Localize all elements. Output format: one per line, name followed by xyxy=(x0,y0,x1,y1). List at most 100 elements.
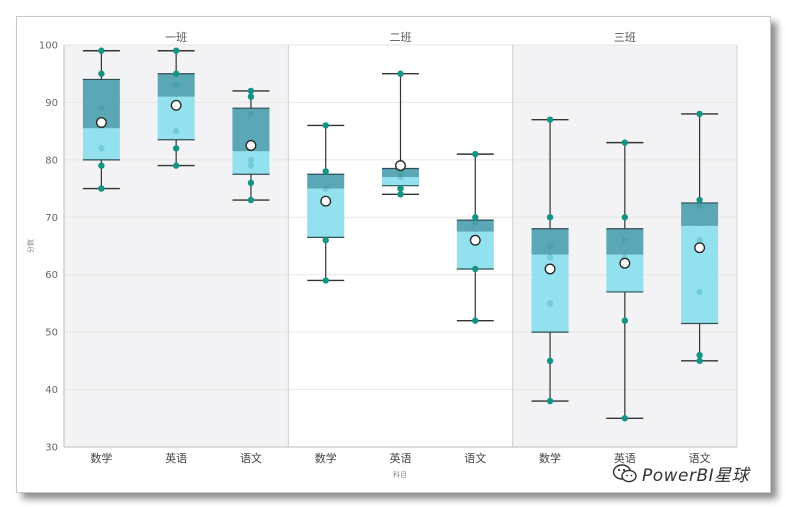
y-tick-label: 50 xyxy=(45,328,58,339)
data-point xyxy=(247,179,255,187)
data-point xyxy=(696,196,703,204)
x-tick-label: 数学 xyxy=(539,451,561,465)
watermark-text: PowerBI星球 xyxy=(642,465,750,486)
x-tick-label: 语文 xyxy=(689,451,711,465)
data-point xyxy=(472,150,479,158)
data-point xyxy=(247,110,255,118)
y-tick-label: 70 xyxy=(45,213,58,224)
data-point xyxy=(322,168,329,175)
data-point xyxy=(247,93,255,100)
data-point xyxy=(696,202,703,209)
mean-marker xyxy=(170,99,182,111)
data-point xyxy=(247,162,255,169)
mean-marker xyxy=(395,160,406,172)
data-point xyxy=(172,82,180,89)
data-point xyxy=(172,162,180,169)
data-point xyxy=(472,317,479,324)
y-tick-label: 40 xyxy=(45,385,58,396)
data-point xyxy=(621,139,629,146)
box-marks xyxy=(82,47,719,422)
data-point xyxy=(172,47,180,54)
mean-marker xyxy=(320,195,332,207)
y-axis-title: 分数 xyxy=(26,239,35,253)
box-upper xyxy=(382,168,419,178)
x-axis-title: 科目 xyxy=(393,470,407,479)
data-point xyxy=(546,242,554,250)
axes xyxy=(63,45,738,448)
watermark: PowerBI星球 xyxy=(612,460,749,486)
mean-marker xyxy=(95,117,107,128)
box-upper xyxy=(606,228,644,255)
data-point xyxy=(247,87,255,95)
x-tick-label: 语文 xyxy=(240,451,262,465)
data-point xyxy=(322,237,329,244)
mean-marker xyxy=(544,263,556,275)
y-tick-label: 100 xyxy=(39,41,58,52)
mean-marker xyxy=(469,234,481,246)
data-point xyxy=(397,185,404,192)
data-point xyxy=(397,173,404,181)
data-point xyxy=(696,237,703,244)
box-upper xyxy=(157,73,195,97)
x-tick-label: 语文 xyxy=(464,451,486,465)
data-point xyxy=(247,156,255,164)
data-point xyxy=(546,397,554,405)
box-lower xyxy=(382,177,419,186)
data-point xyxy=(172,127,180,135)
y-tick-label: 30 xyxy=(45,443,58,454)
data-point xyxy=(621,415,629,422)
data-point xyxy=(696,288,703,296)
data-point xyxy=(546,214,554,221)
data-point xyxy=(696,351,703,359)
data-point xyxy=(546,300,554,307)
data-point xyxy=(322,185,329,192)
box-upper xyxy=(307,174,345,189)
box-lower xyxy=(232,151,270,175)
facet-title: 一班 xyxy=(165,31,187,44)
data-point xyxy=(98,162,105,169)
box-upper xyxy=(456,220,494,232)
data-point xyxy=(472,219,479,227)
data-point xyxy=(696,357,703,365)
data-point xyxy=(98,145,105,152)
data-point xyxy=(322,122,329,129)
data-point xyxy=(98,47,105,54)
data-point xyxy=(397,191,404,198)
facet-title: 二班 xyxy=(390,31,412,44)
box-upper xyxy=(531,228,569,255)
data-point xyxy=(696,110,703,118)
y-tick-label: 80 xyxy=(45,155,58,166)
data-point xyxy=(472,265,479,273)
x-tick-label: 英语 xyxy=(614,451,636,465)
data-point xyxy=(98,104,105,112)
box-lower xyxy=(681,225,719,324)
data-point xyxy=(98,70,105,77)
mean-marker xyxy=(245,140,257,151)
x-tick-label: 英语 xyxy=(390,451,412,465)
y-tick-label: 60 xyxy=(45,270,58,281)
box-lower xyxy=(82,128,120,160)
data-point xyxy=(322,277,329,284)
data-point xyxy=(172,145,180,152)
facet-title: 三班 xyxy=(614,31,636,44)
x-tick-label: 数学 xyxy=(90,451,112,465)
data-point xyxy=(546,357,554,365)
mean-marker xyxy=(619,257,631,269)
data-point xyxy=(98,185,105,192)
y-tick-label: 90 xyxy=(45,98,58,109)
data-point xyxy=(546,254,554,261)
data-point xyxy=(546,116,554,123)
x-tick-label: 英语 xyxy=(165,451,187,465)
data-point xyxy=(621,214,629,221)
mean-marker xyxy=(694,242,706,254)
data-point xyxy=(472,214,479,221)
data-point xyxy=(621,317,629,324)
box-upper xyxy=(681,202,719,226)
x-tick-label: 数学 xyxy=(315,451,337,465)
wechat-icon xyxy=(612,464,637,483)
data-point xyxy=(621,237,629,244)
data-point xyxy=(172,70,180,77)
data-point xyxy=(247,196,255,204)
